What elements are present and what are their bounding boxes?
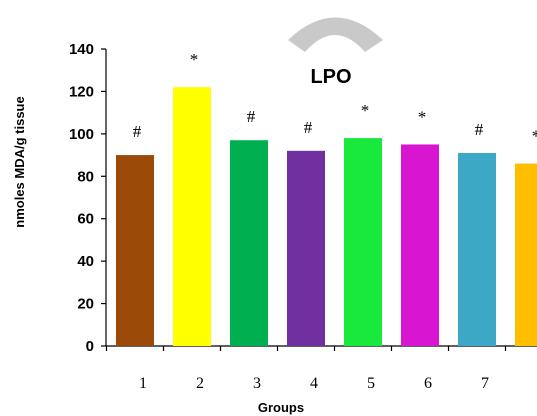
- y-tick-label: 120: [69, 83, 94, 100]
- x-tick-label: 2: [196, 375, 204, 392]
- bars: [116, 87, 537, 346]
- y-tick-label: 20: [77, 296, 94, 313]
- bar-group-2: [173, 87, 211, 346]
- significance-marker: *: [532, 127, 537, 146]
- bar-group-4: [287, 150, 325, 346]
- y-tick-label: 60: [77, 211, 94, 228]
- y-tick-label: 40: [77, 253, 94, 270]
- y-tick-label: 100: [69, 126, 94, 143]
- bar-group-5: [344, 138, 382, 346]
- x-tick-label: 6: [424, 375, 432, 392]
- significance-marker: #: [475, 120, 484, 139]
- x-tick-label: 7: [481, 375, 489, 392]
- significance-marker: #: [304, 118, 313, 137]
- bar-group-6: [401, 144, 439, 346]
- y-tick-label: 0: [86, 338, 94, 355]
- significance-marker: *: [361, 101, 370, 120]
- bar-group-7: [458, 152, 496, 346]
- chart-title: LPO: [310, 66, 351, 88]
- y-axis-title: nmoles MDA/g tissue: [12, 96, 27, 227]
- significance-marker: #: [247, 107, 256, 126]
- bar-group-1: [116, 155, 154, 346]
- significance-marker: #: [133, 122, 142, 141]
- x-axis-title: Groups: [258, 400, 304, 415]
- bar-group-3: [230, 140, 268, 346]
- y-tick-label: 80: [77, 168, 94, 185]
- x-tick-label: 5: [367, 375, 375, 392]
- x-tick-label: 4: [310, 375, 318, 392]
- significance-marker: *: [418, 107, 427, 126]
- bar-group-8: [515, 163, 537, 346]
- y-tick-label: 140: [69, 41, 94, 58]
- x-tick-label: 3: [253, 375, 261, 392]
- significance-marker: *: [190, 50, 199, 69]
- x-tick-label: 1: [139, 375, 147, 392]
- decorative-arc: [288, 17, 383, 52]
